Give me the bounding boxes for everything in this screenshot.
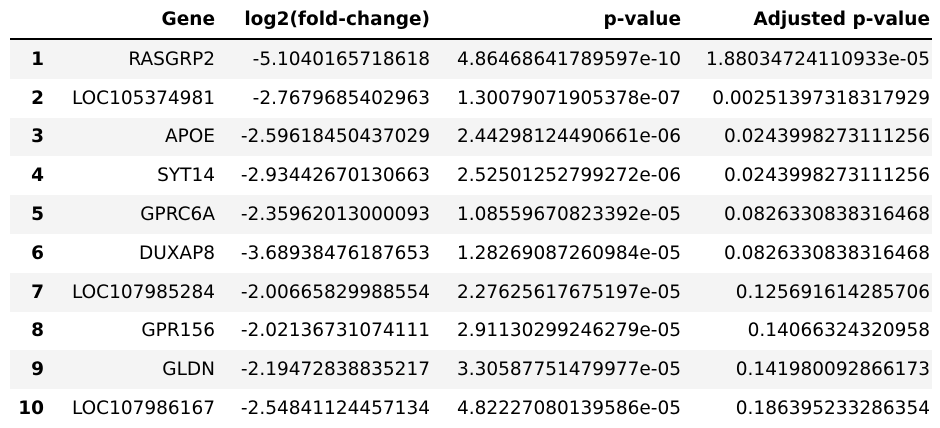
- gene-cell: APOE: [52, 117, 217, 157]
- log2-fold-change-cell: -2.19472838835217: [217, 350, 432, 390]
- adjusted-p-value-cell: 0.0826330838316468: [683, 195, 932, 234]
- adjusted-p-value-cell: 0.14066324320958: [747, 320, 930, 342]
- table-row: 5 GPRC6A -2.35962013000093 1.08559670823…: [10, 195, 932, 234]
- log2-fold-change-cell: -3.68938476187653: [240, 242, 430, 264]
- log2-fold-change-cell: -2.93442670130663: [240, 165, 430, 187]
- row-index: 5: [10, 195, 52, 234]
- table-row: 3 APOE -2.59618450437029 2.4429812449066…: [10, 117, 932, 157]
- row-index: 6: [31, 242, 44, 264]
- adjusted-p-value-cell: 0.0243998273111256: [724, 165, 930, 187]
- row-index: 2: [31, 87, 44, 109]
- p-value-cell: 4.82227080139586e-05: [456, 398, 681, 420]
- header-index: [10, 0, 52, 40]
- adjusted-p-value-cell: 1.88034724110933e-05: [683, 39, 932, 79]
- results-table-container: Gene log2(fold-change) p-value Adjusted …: [10, 0, 932, 428]
- p-value-cell: 4.86468641789597e-10: [432, 39, 683, 79]
- p-value-cell: 2.44298124490661e-06: [432, 117, 683, 157]
- row-index: 4: [31, 165, 44, 187]
- gene-cell: RASGRP2: [52, 39, 217, 79]
- table-row: 1 RASGRP2 -5.1040165718618 4.86468641789…: [10, 39, 932, 79]
- header-log2-fold-change: log2(fold-change): [217, 0, 432, 40]
- table-row: 9 GLDN -2.19472838835217 3.3058775147997…: [10, 350, 932, 390]
- adjusted-p-value-cell: 0.186395233286354: [735, 398, 930, 420]
- gene-cell: DUXAP8: [138, 242, 215, 264]
- table-row: 6 DUXAP8 -3.68938476187653 1.28269087260…: [10, 234, 932, 273]
- table-row: 10 LOC107986167 -2.54841124457134 4.8222…: [10, 389, 932, 428]
- p-value-cell: 1.08559670823392e-05: [432, 195, 683, 234]
- p-value-cell: 2.91130299246279e-05: [456, 320, 681, 342]
- gene-cell: LOC107986167: [71, 398, 215, 420]
- row-index: 7: [10, 272, 52, 312]
- table-row: 2 LOC105374981 -2.7679685402963 1.300790…: [10, 79, 932, 118]
- header-gene: Gene: [52, 0, 217, 40]
- log2-fold-change-cell: -2.54841124457134: [240, 398, 430, 420]
- p-value-cell: 1.30079071905378e-07: [456, 87, 681, 109]
- table-header: Gene log2(fold-change) p-value Adjusted …: [10, 0, 932, 40]
- p-value-cell: 2.27625617675197e-05: [432, 272, 683, 312]
- p-value-cell: 1.28269087260984e-05: [456, 242, 681, 264]
- row-index: 9: [10, 350, 52, 390]
- log2-fold-change-cell: -2.35962013000093: [217, 195, 432, 234]
- p-value-cell: 2.52501252799272e-06: [456, 165, 681, 187]
- table-body: 1 RASGRP2 -5.1040165718618 4.86468641789…: [10, 39, 932, 428]
- row-index: 1: [10, 39, 52, 79]
- header-row: Gene log2(fold-change) p-value Adjusted …: [10, 0, 932, 40]
- gene-cell: LOC105374981: [71, 87, 215, 109]
- row-index: 8: [31, 320, 44, 342]
- adjusted-p-value-cell: 0.0243998273111256: [683, 117, 932, 157]
- adjusted-p-value-cell: 0.141980092866173: [683, 350, 932, 390]
- gene-cell: GLDN: [52, 350, 217, 390]
- results-table: Gene log2(fold-change) p-value Adjusted …: [10, 0, 932, 428]
- log2-fold-change-cell: -2.7679685402963: [252, 87, 430, 109]
- gene-cell: GPRC6A: [52, 195, 217, 234]
- adjusted-p-value-cell: 0.125691614285706: [683, 272, 932, 312]
- p-value-cell: 3.30587751479977e-05: [432, 350, 683, 390]
- table-row: 8 GPR156 -2.02136731074111 2.91130299246…: [10, 312, 932, 351]
- gene-cell: LOC107985284: [52, 272, 217, 312]
- log2-fold-change-cell: -5.1040165718618: [217, 39, 432, 79]
- table-row: 4 SYT14 -2.93442670130663 2.525012527992…: [10, 156, 932, 195]
- log2-fold-change-cell: -2.00665829988554: [217, 272, 432, 312]
- header-p-value: p-value: [432, 0, 683, 40]
- row-index: 3: [10, 117, 52, 157]
- gene-cell: SYT14: [157, 165, 215, 187]
- gene-cell: GPR156: [141, 320, 215, 342]
- adjusted-p-value-cell: 0.00251397318317929: [712, 87, 930, 109]
- table-row: 7 LOC107985284 -2.00665829988554 2.27625…: [10, 272, 932, 312]
- log2-fold-change-cell: -2.59618450437029: [217, 117, 432, 157]
- row-index: 10: [18, 398, 44, 420]
- log2-fold-change-cell: -2.02136731074111: [240, 320, 430, 342]
- adjusted-p-value-cell: 0.0826330838316468: [724, 242, 930, 264]
- header-adjusted-p-value: Adjusted p-value: [683, 0, 932, 40]
